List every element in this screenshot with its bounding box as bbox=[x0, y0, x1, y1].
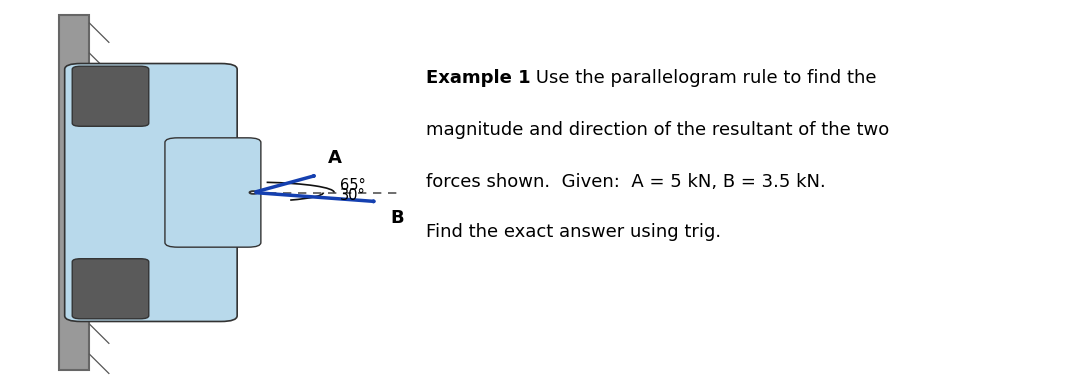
Text: Use the parallelogram rule to find the: Use the parallelogram rule to find the bbox=[530, 69, 876, 87]
Text: B: B bbox=[390, 209, 404, 228]
FancyBboxPatch shape bbox=[59, 15, 89, 370]
FancyBboxPatch shape bbox=[72, 66, 149, 126]
Text: magnitude and direction of the resultant of the two: magnitude and direction of the resultant… bbox=[426, 121, 889, 139]
Text: A: A bbox=[328, 149, 342, 167]
Text: 30°: 30° bbox=[340, 188, 365, 203]
Text: 65°: 65° bbox=[340, 178, 365, 193]
FancyBboxPatch shape bbox=[65, 64, 237, 321]
Text: Find the exact answer using trig.: Find the exact answer using trig. bbox=[426, 223, 721, 241]
Text: Example 1: Example 1 bbox=[426, 69, 530, 87]
Text: forces shown.  Given:  A = 5 kN, B = 3.5 kN.: forces shown. Given: A = 5 kN, B = 3.5 k… bbox=[426, 173, 826, 191]
FancyBboxPatch shape bbox=[165, 138, 261, 247]
Circle shape bbox=[249, 191, 258, 194]
FancyBboxPatch shape bbox=[72, 259, 149, 319]
